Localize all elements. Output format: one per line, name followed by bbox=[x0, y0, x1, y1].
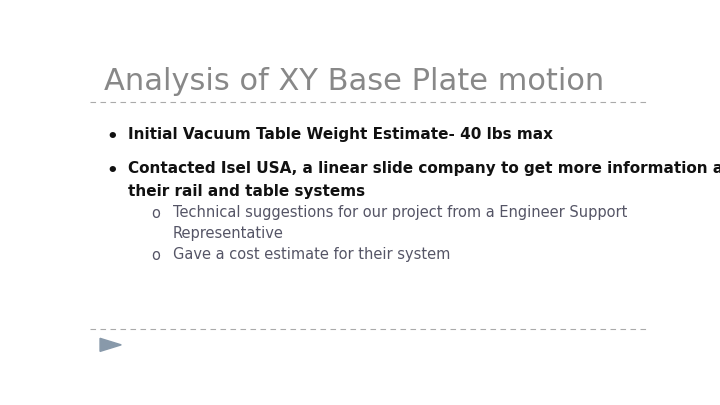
Text: Representative: Representative bbox=[173, 226, 284, 241]
Text: •: • bbox=[107, 128, 118, 146]
Text: Initial Vacuum Table Weight Estimate- 40 lbs max: Initial Vacuum Table Weight Estimate- 40… bbox=[128, 126, 553, 142]
Text: their rail and table systems: their rail and table systems bbox=[128, 184, 365, 199]
Text: o: o bbox=[151, 248, 161, 263]
Text: •: • bbox=[107, 162, 118, 180]
Text: Gave a cost estimate for their system: Gave a cost estimate for their system bbox=[173, 247, 450, 262]
Polygon shape bbox=[100, 338, 121, 352]
Text: Technical suggestions for our project from a Engineer Support: Technical suggestions for our project fr… bbox=[173, 205, 627, 220]
Text: Analysis of XY Base Plate motion: Analysis of XY Base Plate motion bbox=[104, 67, 604, 96]
Text: Contacted Isel USA, a linear slide company to get more information about: Contacted Isel USA, a linear slide compa… bbox=[128, 161, 720, 176]
Text: o: o bbox=[151, 206, 161, 221]
